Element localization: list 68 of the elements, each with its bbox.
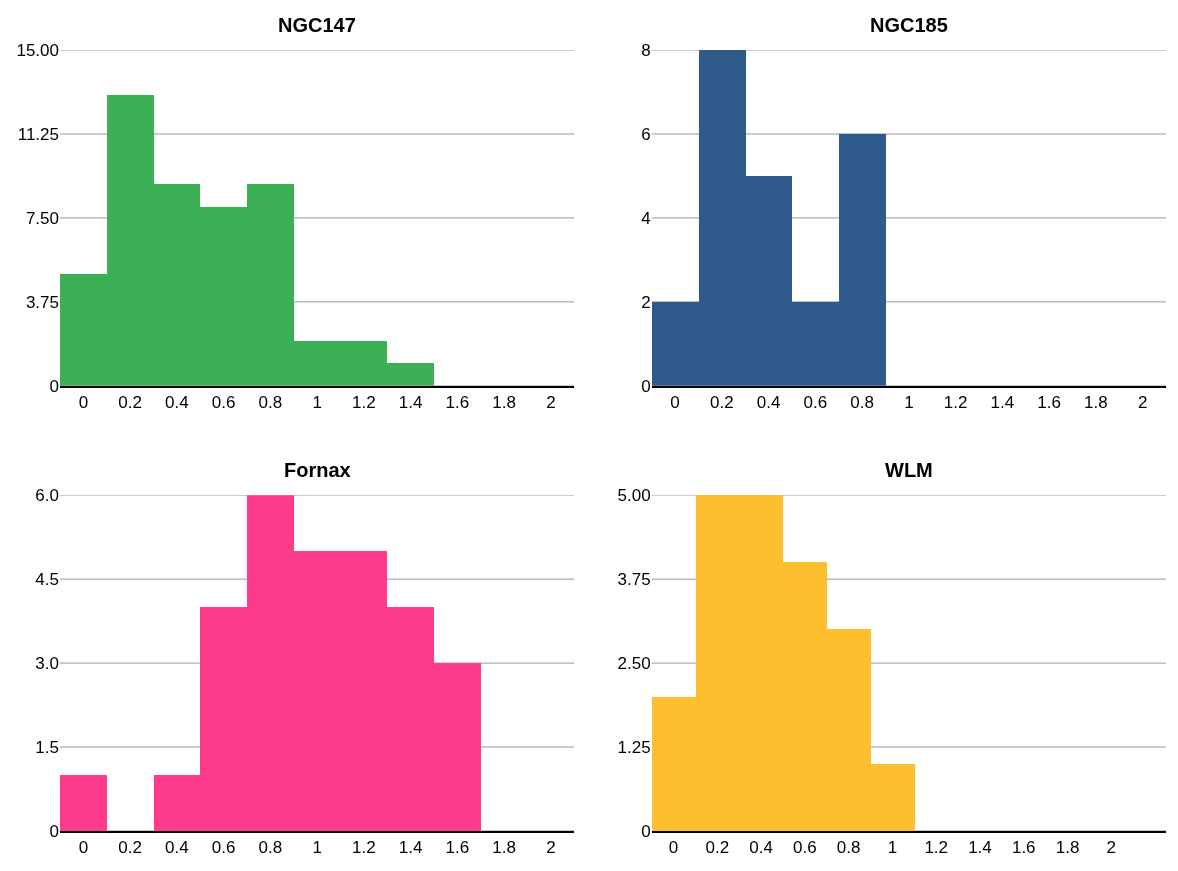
y-tick-label: 6.0 [35, 486, 59, 506]
x-tick-label: 1.4 [990, 392, 1015, 412]
x-tick-label: 1.4 [398, 838, 423, 858]
x-tick-label: 1 [904, 392, 914, 412]
y-tick-label: 7.50 [25, 208, 59, 228]
x-tick-label: 0.8 [258, 838, 283, 858]
x-tick-label: 1.4 [968, 838, 992, 858]
y-tick-label: 3.75 [25, 292, 59, 312]
chart-title: WLM [885, 459, 933, 481]
y-tick-label: 4 [641, 208, 651, 228]
y-tick-label: 3.0 [35, 654, 59, 674]
x-tick-label: 1.8 [1055, 838, 1080, 858]
chart-title: NGC185 [870, 14, 948, 36]
x-tick-label: 1.2 [352, 392, 376, 412]
x-tick-label: 1.2 [924, 838, 949, 858]
x-tick-label: 0.6 [211, 838, 236, 858]
x-tick-label: 0.4 [165, 392, 189, 412]
x-tick-label: 0.2 [118, 392, 142, 412]
x-tick-label: 0.8 [836, 838, 861, 858]
x-tick-label: 1.8 [492, 392, 516, 412]
x-tick-label: 1.6 [1037, 392, 1061, 412]
x-tick-label: 0 [670, 392, 680, 412]
chart-title: NGC147 [278, 14, 356, 36]
x-tick-label: 0.6 [211, 392, 236, 412]
x-tick-label: 1.6 [445, 838, 470, 858]
y-tick-label: 2 [641, 292, 651, 312]
y-tick-label: 1.25 [617, 737, 651, 757]
x-tick-label: 0.8 [258, 392, 283, 412]
x-tick-label: 0.4 [756, 392, 781, 412]
y-tick-label: 5.00 [617, 486, 651, 506]
y-tick-label: 11.25 [17, 124, 59, 144]
x-tick-label: 0.4 [749, 838, 773, 858]
y-tick-label: 8 [641, 40, 651, 60]
x-tick-label: 1 [887, 838, 898, 858]
x-tick-label: 0.6 [793, 838, 817, 858]
x-tick-label: 0.2 [118, 838, 142, 858]
x-tick-label: 1.6 [445, 392, 470, 412]
y-tick-label: 3.75 [617, 570, 651, 590]
y-tick-label: 0 [49, 376, 59, 396]
x-tick-label: 2 [1106, 838, 1117, 858]
x-tick-label: 1.8 [492, 838, 516, 858]
x-tick-label: 0.6 [803, 392, 828, 412]
x-tick-label: 0 [78, 392, 89, 412]
y-tick-label: 0 [641, 821, 651, 841]
x-tick-label: 1.2 [943, 392, 968, 412]
x-tick-label: 0.2 [705, 838, 730, 858]
x-tick-label: 1 [312, 392, 322, 412]
x-tick-label: 1.8 [1084, 392, 1108, 412]
x-tick-label: 0 [78, 838, 89, 858]
x-tick-label: 2 [546, 392, 556, 412]
y-tick-label: 1.5 [35, 737, 59, 757]
x-tick-label: 0.8 [850, 392, 874, 412]
y-tick-label: 2.50 [617, 654, 651, 674]
y-tick-label: 4.5 [35, 570, 59, 590]
x-tick-label: 1.6 [1011, 838, 1036, 858]
chart-title: Fornax [284, 459, 351, 481]
y-tick-label: 0 [49, 821, 59, 841]
x-tick-label: 1.2 [352, 838, 376, 858]
x-tick-label: 1.4 [398, 392, 423, 412]
x-tick-label: 0.4 [165, 838, 189, 858]
x-tick-label: 2 [1137, 392, 1148, 412]
x-tick-label: 1 [312, 838, 322, 858]
y-tick-label: 0 [641, 376, 651, 396]
x-tick-label: 0 [668, 838, 679, 858]
y-tick-label: 15.00 [16, 40, 59, 60]
x-tick-label: 0.2 [710, 392, 734, 412]
y-tick-label: 6 [641, 124, 651, 144]
x-tick-label: 2 [546, 838, 556, 858]
